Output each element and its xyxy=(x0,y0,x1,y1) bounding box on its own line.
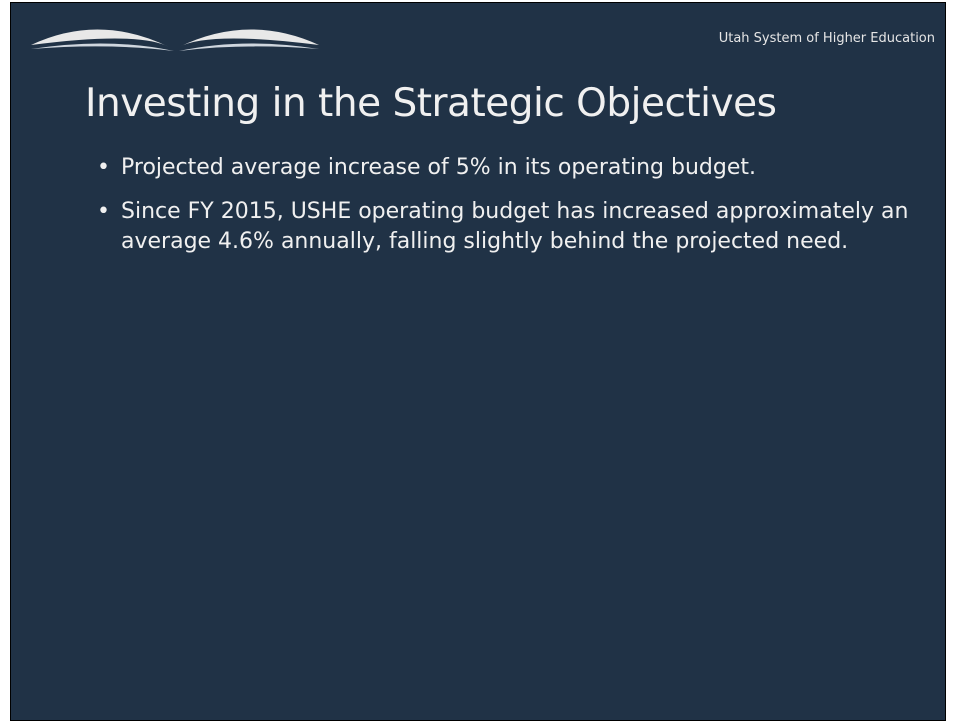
slide: Utah System of Higher Education Investin… xyxy=(10,2,946,721)
bullet: Since FY 2015, USHE operating budget has… xyxy=(97,197,937,257)
bullet: Projected average increase of 5% in its … xyxy=(97,153,937,183)
bullet-list: Projected average increase of 5% in its … xyxy=(97,153,937,271)
slide-title: Investing in the Strategic Objectives xyxy=(85,81,777,126)
logo-arcs xyxy=(31,29,319,51)
organization-name: Utah System of Higher Education xyxy=(718,31,935,46)
